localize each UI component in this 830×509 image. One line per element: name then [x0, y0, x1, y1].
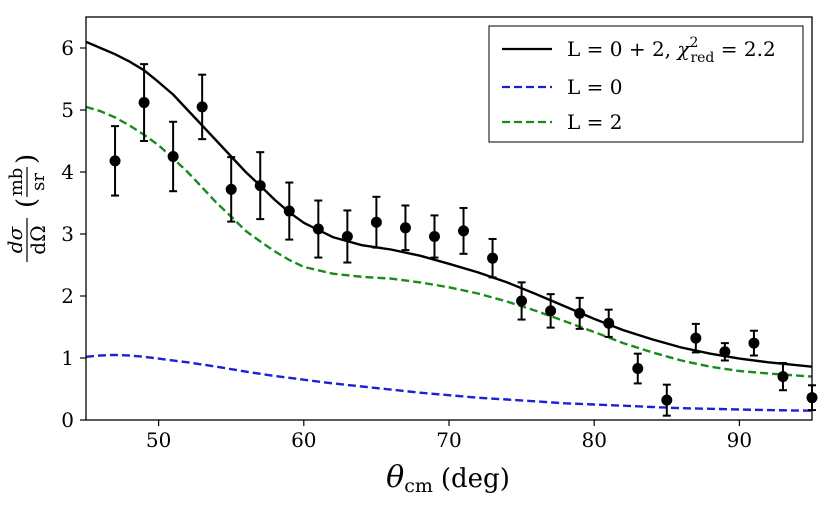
data-marker — [545, 305, 557, 317]
data-point — [312, 199, 324, 259]
data-marker — [574, 307, 586, 319]
data-point — [545, 293, 557, 329]
x-tick-label: 60 — [291, 428, 316, 452]
svg-text:): ) — [12, 154, 42, 164]
data-marker — [428, 230, 440, 242]
legend: L = 0 + 2, χ2 red = 2.2 L = 0 L = 2 — [488, 25, 804, 143]
svg-text:(: ( — [12, 198, 42, 208]
data-marker — [196, 101, 208, 113]
data-point — [458, 206, 470, 255]
data-points — [109, 63, 818, 417]
x-tick-label: 90 — [727, 428, 752, 452]
data-point — [719, 342, 731, 362]
y-tick-label: 5 — [61, 98, 74, 122]
x-tick-label: 80 — [581, 428, 606, 452]
data-marker — [399, 222, 411, 234]
data-marker — [777, 371, 789, 383]
data-point — [690, 322, 702, 354]
data-point — [341, 209, 353, 264]
data-marker — [748, 337, 760, 349]
y-tick-label: 4 — [61, 160, 74, 184]
data-point — [603, 308, 615, 338]
data-point — [632, 352, 644, 385]
data-point — [225, 156, 237, 223]
data-marker — [254, 180, 266, 192]
curve-full-fit — [85, 40, 813, 368]
y-axis-title-denominator: dΩ — [26, 225, 50, 254]
x-axis-title: θcm (deg) — [386, 460, 510, 497]
y-tick-label: 0 — [61, 408, 74, 432]
y-axis-title: dσ dΩ ( mb sr ) — [3, 154, 50, 262]
y-tick-label: 3 — [61, 222, 74, 246]
data-marker — [690, 332, 702, 344]
data-point — [370, 195, 382, 249]
data-point — [196, 73, 208, 141]
data-marker — [283, 205, 295, 217]
data-marker — [167, 151, 179, 162]
x-axis-ticks: 50 60 70 80 90 — [146, 420, 752, 452]
data-point — [777, 361, 789, 392]
data-marker — [487, 252, 499, 264]
data-point — [138, 63, 150, 142]
data-point — [487, 237, 499, 279]
y-tick-label: 2 — [61, 284, 74, 308]
data-marker — [225, 183, 237, 195]
x-tick-label: 70 — [436, 428, 461, 452]
y-axis-unit-denominator: sr — [28, 173, 49, 191]
legend-label-l2: L = 2 — [567, 110, 622, 134]
data-marker — [341, 230, 353, 242]
y-axis-ticks: 0 1 2 3 4 5 6 — [61, 36, 86, 432]
data-marker — [458, 225, 470, 237]
data-marker — [719, 346, 731, 358]
data-point — [254, 151, 266, 221]
curve-l2 — [85, 105, 813, 378]
y-axis-title-numerator: dσ — [3, 225, 27, 253]
data-marker — [516, 295, 528, 307]
data-point — [167, 120, 179, 193]
y-axis-unit-numerator: mb — [6, 168, 27, 197]
data-point — [661, 383, 673, 417]
data-point — [516, 281, 528, 321]
data-point — [399, 204, 411, 252]
data-point — [574, 296, 586, 330]
data-marker — [603, 317, 615, 329]
data-marker — [661, 394, 673, 406]
data-point — [109, 125, 121, 197]
curve-l0 — [85, 353, 813, 412]
legend-box — [488, 25, 804, 143]
data-marker — [109, 155, 121, 167]
data-point — [428, 214, 440, 259]
data-marker — [138, 97, 150, 109]
x-tick-label: 50 — [146, 428, 171, 452]
data-marker — [370, 216, 382, 228]
legend-label-full-fit: L = 0 + 2, χ2 red = 2.2 — [567, 35, 776, 66]
y-tick-label: 1 — [61, 346, 74, 370]
legend-label-l0: L = 0 — [567, 75, 622, 99]
y-tick-label: 6 — [61, 36, 74, 60]
data-point — [748, 329, 760, 357]
data-marker — [312, 223, 324, 235]
data-point — [283, 181, 295, 241]
data-marker — [632, 363, 644, 375]
